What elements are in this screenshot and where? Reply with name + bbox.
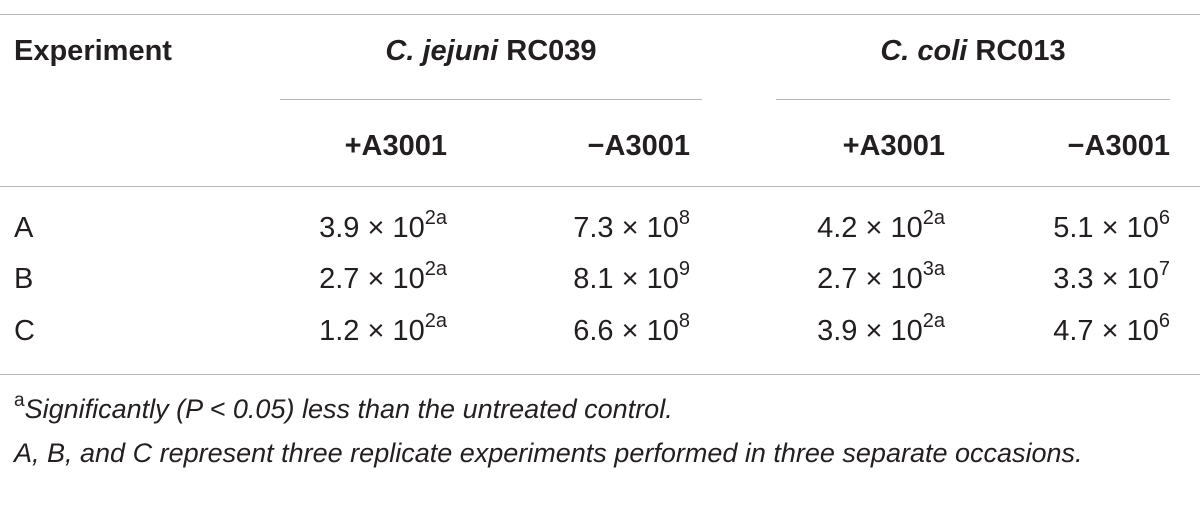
cell-value: 2.7 × 10 bbox=[817, 263, 923, 295]
cell-a-coli-minus: 5.1 × 106 bbox=[975, 208, 1170, 245]
cell-b-jejuni-minus: 8.1 × 109 bbox=[490, 259, 690, 296]
subheader-jejuni-plus: +A3001 bbox=[344, 130, 447, 162]
cell-value: 8.1 × 10 bbox=[573, 263, 679, 295]
cell-exponent: 6 bbox=[1158, 310, 1170, 333]
cell-c-jejuni-plus: 1.2 × 102a bbox=[280, 311, 447, 348]
cell-a-coli-plus: 4.2 × 102a bbox=[770, 208, 945, 245]
cell-b-jejuni-plus: 2.7 × 102a bbox=[280, 259, 447, 296]
cell-c-coli-minus: 4.7 × 106 bbox=[975, 311, 1170, 348]
table-bottom-rule bbox=[0, 374, 1200, 375]
header-group-jejuni-species: C. jejuni bbox=[385, 35, 499, 67]
cell-value: 4.7 × 10 bbox=[1053, 315, 1159, 347]
header-group-jejuni: C. jejuni RC039 bbox=[280, 34, 702, 68]
cell-value: 3.9 × 10 bbox=[817, 315, 923, 347]
cell-c-jejuni-minus: 6.6 × 108 bbox=[490, 311, 690, 348]
cell-exponent: 2a bbox=[424, 207, 447, 230]
header-group-coli: C. coli RC013 bbox=[776, 34, 1170, 68]
header-group-coli-strain: RC013 bbox=[975, 35, 1066, 67]
cell-exponent: 2a bbox=[424, 258, 447, 281]
cell-b-coli-plus: 2.7 × 103a bbox=[770, 259, 945, 296]
cell-value: 3.9 × 10 bbox=[319, 212, 425, 244]
table-top-rule bbox=[0, 14, 1200, 15]
cell-exponent: 2a bbox=[922, 207, 945, 230]
cell-c-coli-plus: 3.9 × 102a bbox=[770, 311, 945, 348]
cell-exponent: 8 bbox=[678, 207, 690, 230]
cell-value: 5.1 × 10 bbox=[1053, 212, 1159, 244]
subheader-coli-minus: −A3001 bbox=[1067, 130, 1170, 162]
cell-value: 4.2 × 10 bbox=[817, 212, 923, 244]
cell-exponent: 3a bbox=[922, 258, 945, 281]
header-bottom-rule bbox=[0, 186, 1200, 187]
cell-a-jejuni-minus: 7.3 × 108 bbox=[490, 208, 690, 245]
cell-value: 3.3 × 10 bbox=[1053, 263, 1159, 295]
cell-exponent: 9 bbox=[678, 258, 690, 281]
cell-exponent: 6 bbox=[1158, 207, 1170, 230]
row-label-a: A bbox=[14, 212, 34, 244]
cell-value: 1.2 × 10 bbox=[319, 315, 425, 347]
footnote-significance: aSignificantly (P < 0.05) less than the … bbox=[14, 390, 1186, 428]
cell-value: 2.7 × 10 bbox=[319, 263, 425, 295]
header-experiment: Experiment bbox=[14, 35, 172, 67]
row-label-b: B bbox=[14, 263, 34, 295]
row-label-c: C bbox=[14, 315, 35, 347]
cell-value: 7.3 × 10 bbox=[573, 212, 679, 244]
footnote-marker: a bbox=[14, 390, 25, 411]
cell-a-jejuni-plus: 3.9 × 102a bbox=[280, 208, 447, 245]
cell-exponent: 2a bbox=[922, 310, 945, 333]
footnote-significance-text: Significantly (P < 0.05) less than the u… bbox=[24, 394, 673, 424]
group-coli-underline bbox=[776, 99, 1170, 100]
header-group-coli-species: C. coli bbox=[880, 35, 968, 67]
cell-exponent: 7 bbox=[1158, 258, 1170, 281]
cell-value: 6.6 × 10 bbox=[573, 315, 679, 347]
subheader-coli-plus: +A3001 bbox=[842, 130, 945, 162]
header-group-jejuni-strain: RC039 bbox=[506, 35, 597, 67]
cell-b-coli-minus: 3.3 × 107 bbox=[975, 259, 1170, 296]
cell-exponent: 2a bbox=[424, 310, 447, 333]
cell-exponent: 8 bbox=[678, 310, 690, 333]
subheader-jejuni-minus: −A3001 bbox=[587, 130, 690, 162]
footnote-replicates: A, B, and C represent three replicate ex… bbox=[14, 438, 1083, 468]
group-jejuni-underline bbox=[280, 99, 702, 100]
